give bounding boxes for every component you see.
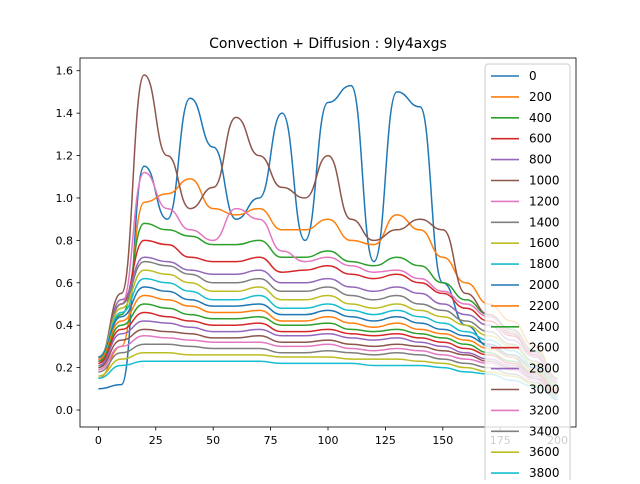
series-line-3000 xyxy=(98,328,558,394)
legend-box xyxy=(484,63,571,484)
y-tick-label: 1.2 xyxy=(56,150,74,163)
legend-label-3800: 3800 xyxy=(529,466,560,480)
series-line-200 xyxy=(98,178,558,379)
y-tick-label: 1.4 xyxy=(56,107,74,120)
y-tick-label: 1.6 xyxy=(56,65,74,78)
series-line-2200 xyxy=(98,294,558,390)
legend-label-800: 800 xyxy=(529,153,552,167)
chart-title: Convection + Diffusion : 9ly4axgs xyxy=(209,36,447,52)
series-layer xyxy=(98,74,558,401)
legend-label-3200: 3200 xyxy=(529,403,560,417)
legend-label-600: 600 xyxy=(529,132,552,146)
legend-label-2200: 2200 xyxy=(529,299,560,313)
legend-label-2400: 2400 xyxy=(529,320,560,334)
series-line-400 xyxy=(98,222,558,379)
x-tick-label: 100 xyxy=(318,434,339,447)
series-line-600 xyxy=(98,239,558,382)
series-line-0 xyxy=(98,84,558,401)
y-tick-label: 0.6 xyxy=(56,277,74,290)
series-line-3400 xyxy=(98,343,558,396)
series-line-3600 xyxy=(98,352,558,399)
legend-label-3600: 3600 xyxy=(529,445,560,459)
legend-label-400: 400 xyxy=(529,111,552,125)
series-line-2800 xyxy=(98,320,558,394)
legend-label-1200: 1200 xyxy=(529,194,560,208)
y-tick-label: 0.2 xyxy=(56,362,74,375)
legend: 0 200 400 600 800 1000 1200 1400 1600 1800 2000 220… xyxy=(484,63,571,484)
series-line-1200 xyxy=(98,171,558,382)
y-tick-label: 1.0 xyxy=(56,192,74,205)
legend-label-0: 0 xyxy=(529,69,537,83)
legend-label-2600: 2600 xyxy=(529,341,560,355)
series-line-3800 xyxy=(98,360,558,399)
x-tick-label: 125 xyxy=(375,434,396,447)
legend-label-1800: 1800 xyxy=(529,257,560,271)
y-tick-label: 0.0 xyxy=(56,404,74,417)
x-tick-label: 50 xyxy=(206,434,220,447)
series-line-800 xyxy=(98,256,558,384)
legend-label-1600: 1600 xyxy=(529,236,560,250)
y-tick-label: 0.8 xyxy=(56,234,74,247)
series-line-2400 xyxy=(98,303,558,392)
series-line-2600 xyxy=(98,311,558,392)
x-tick-label: 150 xyxy=(432,434,453,447)
legend-label-2000: 2000 xyxy=(529,278,560,292)
series-line-1000 xyxy=(98,74,558,382)
x-tick-label: 75 xyxy=(264,434,278,447)
legend-label-3400: 3400 xyxy=(529,424,560,438)
legend-label-200: 200 xyxy=(529,90,552,104)
series-line-1800 xyxy=(98,277,558,388)
x-tick-label: 0 xyxy=(95,434,102,447)
series-line-2000 xyxy=(98,286,558,390)
legend-label-1400: 1400 xyxy=(529,215,560,229)
legend-label-3000: 3000 xyxy=(529,383,560,397)
series-line-1600 xyxy=(98,269,558,386)
series-line-3200 xyxy=(98,335,558,396)
legend-label-2800: 2800 xyxy=(529,362,560,376)
x-tick-label: 25 xyxy=(149,434,163,447)
legend-label-1000: 1000 xyxy=(529,174,560,188)
series-line-1400 xyxy=(98,260,558,386)
y-tick-label: 0.4 xyxy=(56,319,74,332)
